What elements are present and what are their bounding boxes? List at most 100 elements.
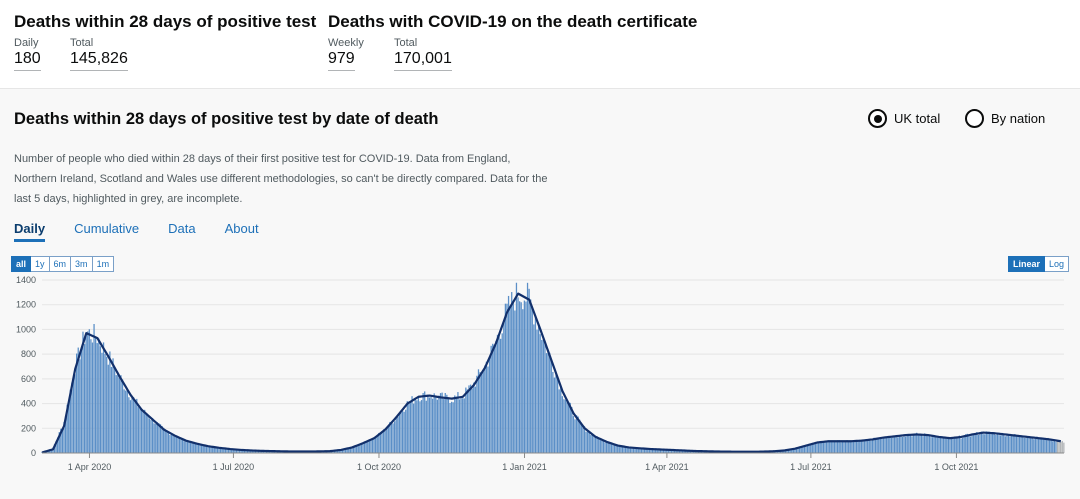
- range-all-button[interactable]: all: [11, 256, 32, 272]
- daily-bar: [1015, 435, 1018, 453]
- daily-bar: [642, 448, 644, 453]
- daily-bar: [946, 437, 948, 453]
- daily-bar: [800, 446, 802, 453]
- daily-bar: [435, 396, 437, 453]
- daily-bar: [840, 442, 842, 453]
- metric-value[interactable]: 979: [328, 50, 355, 71]
- daily-bar: [60, 428, 62, 453]
- daily-bar: [1023, 437, 1025, 453]
- range-1y-button[interactable]: 1y: [31, 256, 50, 272]
- daily-bar: [810, 444, 812, 453]
- daily-bar: [1048, 440, 1051, 453]
- daily-bar: [109, 351, 111, 453]
- daily-bar: [163, 427, 165, 453]
- daily-bar: [129, 400, 132, 453]
- daily-bar: [352, 447, 355, 453]
- daily-bar: [112, 358, 114, 453]
- tab-data[interactable]: Data: [168, 221, 196, 236]
- tab-daily[interactable]: Daily: [14, 221, 46, 242]
- range-3m-button[interactable]: 3m: [71, 256, 93, 272]
- daily-bar: [811, 444, 813, 453]
- scale-linear-button[interactable]: Linear: [1008, 256, 1046, 272]
- daily-bar: [409, 400, 412, 453]
- chart-description: Number of people who died within 28 days…: [14, 153, 548, 205]
- range-1m-button[interactable]: 1m: [92, 256, 115, 272]
- daily-bar: [897, 437, 899, 453]
- daily-bar: [183, 441, 185, 453]
- daily-bar: [523, 300, 526, 453]
- daily-bar: [150, 420, 152, 453]
- daily-bar: [424, 391, 426, 453]
- daily-bar: [506, 303, 508, 453]
- daily-bar: [881, 438, 883, 453]
- daily-bar: [514, 310, 516, 453]
- daily-bar: [528, 288, 530, 453]
- daily-bar: [74, 374, 76, 453]
- daily-bar: [1022, 437, 1024, 453]
- daily-bar: [645, 448, 647, 453]
- daily-bar: [1007, 434, 1010, 453]
- daily-bar: [848, 440, 850, 453]
- daily-bar: [626, 447, 628, 453]
- y-tick-label: 200: [21, 423, 36, 433]
- daily-bar: [66, 404, 68, 453]
- daily-bar: [427, 394, 429, 453]
- radio-button-checked[interactable]: [868, 109, 887, 128]
- daily-bar: [835, 441, 837, 453]
- daily-bar: [69, 389, 71, 453]
- daily-bar: [805, 445, 807, 453]
- daily-bar: [444, 393, 446, 453]
- daily-bar: [431, 398, 434, 453]
- daily-bar: [1044, 439, 1046, 453]
- daily-bar: [905, 436, 907, 453]
- daily-bar: [623, 447, 625, 453]
- daily-bar: [482, 371, 484, 453]
- daily-bar: [488, 358, 491, 453]
- tab-cumulative[interactable]: Cumulative: [74, 221, 140, 236]
- daily-bar: [667, 449, 669, 453]
- daily-bar: [406, 401, 408, 453]
- daily-bar: [990, 433, 992, 453]
- daily-bar: [893, 436, 896, 453]
- daily-bar: [1004, 436, 1006, 453]
- daily-bar: [107, 364, 109, 453]
- metric-label: Weekly: [328, 37, 364, 49]
- daily-bar: [375, 436, 377, 453]
- daily-bar: [973, 435, 975, 453]
- daily-bar: [386, 428, 388, 453]
- daily-bar: [678, 450, 681, 453]
- metric-value[interactable]: 145,826: [70, 50, 128, 71]
- daily-bar: [833, 441, 836, 453]
- daily-bar: [917, 434, 919, 453]
- daily-bar: [68, 402, 70, 453]
- daily-bar: [201, 444, 203, 453]
- daily-bar: [420, 400, 423, 453]
- range-6m-button[interactable]: 6m: [49, 256, 72, 272]
- x-tick-label: 1 Oct 2021: [934, 462, 978, 472]
- daily-bar: [683, 450, 685, 453]
- daily-bar: [397, 417, 399, 453]
- daily-bar: [1055, 441, 1057, 453]
- daily-bar: [144, 409, 146, 453]
- headline-title: Deaths with COVID-19 on the death certif…: [328, 12, 698, 31]
- deaths-chart[interactable]: 0 200 400 600 800 1000 1200 1400 1 Apr 2020 1 Jul…: [0, 275, 1080, 499]
- radio-by-nation[interactable]: By nation: [965, 109, 1045, 128]
- metric-value[interactable]: 180: [14, 50, 41, 71]
- daily-bar: [998, 435, 1000, 453]
- tab-about[interactable]: About: [224, 221, 259, 236]
- daily-bar: [816, 442, 818, 453]
- daily-bar: [982, 434, 984, 453]
- daily-bar: [1052, 441, 1054, 453]
- radio-uk-total[interactable]: UK total: [868, 109, 940, 128]
- daily-bar: [223, 448, 225, 453]
- daily-bar: [979, 434, 981, 453]
- daily-bar: [370, 440, 372, 453]
- metric-value[interactable]: 170,001: [394, 50, 452, 71]
- daily-bar: [1047, 437, 1049, 453]
- daily-bar: [857, 440, 859, 453]
- daily-bar: [628, 447, 630, 453]
- scale-log-button[interactable]: Log: [1045, 256, 1070, 272]
- daily-bar: [618, 445, 620, 453]
- daily-bar: [139, 408, 141, 453]
- radio-button[interactable]: [965, 109, 984, 128]
